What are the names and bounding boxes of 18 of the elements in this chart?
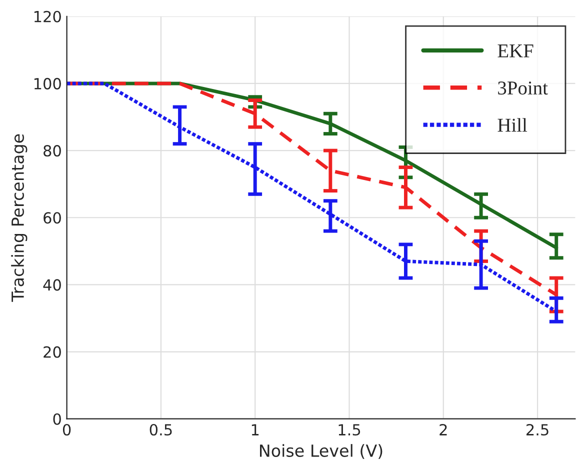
y-axis-title: Tracking Percentage <box>11 134 28 302</box>
legend-label: 3Point <box>498 82 548 95</box>
y-tick-label: 100 <box>34 78 61 90</box>
y-tick-label: 40 <box>43 279 61 291</box>
y-tick-label: 20 <box>44 346 61 358</box>
y-tick-label: 120 <box>34 10 61 22</box>
legend-label: EKF <box>498 44 534 58</box>
y-tick-label: 60 <box>44 212 61 224</box>
legend-label: Hill <box>498 118 528 132</box>
x-tick-label: 1 <box>252 424 259 436</box>
x-tick-label: 1.5 <box>338 424 360 436</box>
y-tick-label: 80 <box>44 145 61 157</box>
x-tick-label: 2 <box>440 424 447 436</box>
y-tick-label: 0 <box>53 413 61 425</box>
x-tick-label: 2.5 <box>526 424 548 436</box>
x-axis-title: Noise Level (V) <box>260 444 382 459</box>
x-tick-label: 0 <box>62 424 71 436</box>
x-tick-label: 0.5 <box>150 424 172 436</box>
